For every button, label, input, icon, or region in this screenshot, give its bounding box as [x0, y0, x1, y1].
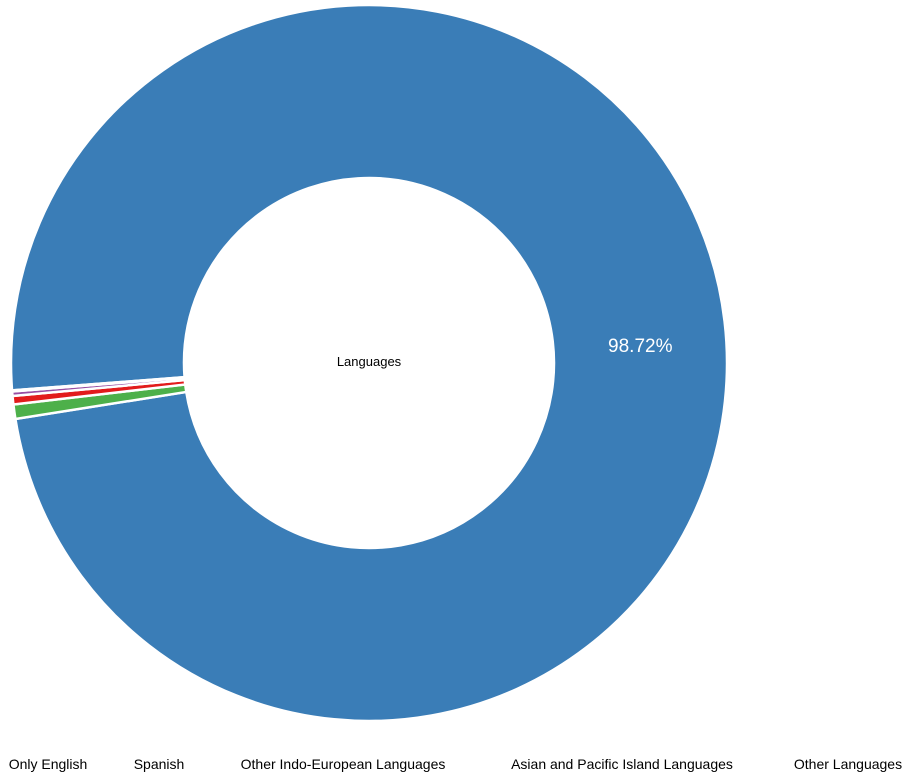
center-label: Languages — [337, 354, 402, 369]
slice-only-english — [9, 3, 729, 723]
slice-other-languages — [10, 375, 186, 393]
legend-item-asian-and-pacific-island-languages[interactable]: Asian and Pacific Island Languages — [511, 756, 733, 772]
slices-group — [9, 3, 729, 723]
legend: Only English Spanish Other Indo-European L… — [9, 756, 902, 772]
legend-item-other-indo-european-languages[interactable]: Other Indo-European Languages — [241, 756, 446, 772]
slice-labels-group: 98.72% — [608, 336, 673, 357]
legend-item-spanish[interactable]: Spanish — [134, 756, 185, 772]
legend-item-only-english[interactable]: Only English — [9, 756, 88, 772]
legend-item-other-languages[interactable]: Other Languages — [794, 756, 902, 772]
slice-data-label: 98.72% — [608, 336, 673, 357]
